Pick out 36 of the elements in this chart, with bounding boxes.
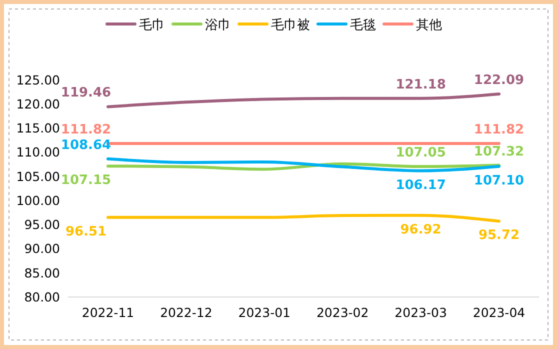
data-label: 107.15 — [60, 173, 112, 188]
y-tick-label: 125.00 — [16, 72, 60, 88]
legend-label: 浴巾 — [205, 18, 231, 33]
y-tick-label: 105.00 — [16, 168, 60, 184]
data-label: 107.10 — [474, 173, 524, 188]
y-tick-label: 80.00 — [24, 289, 60, 304]
data-label: 119.46 — [60, 86, 112, 101]
data-label: 107.05 — [396, 146, 446, 161]
data-label: 106.17 — [396, 178, 446, 193]
y-tick-label: 85.00 — [24, 265, 60, 280]
y-tick-label: 120.00 — [16, 96, 60, 112]
data-label: 96.92 — [400, 222, 442, 238]
y-tick-label: 90.00 — [24, 241, 60, 256]
x-tick-label: 2023-04 — [472, 305, 526, 320]
data-label: 111.82 — [474, 122, 524, 138]
y-tick-label: 115.00 — [16, 120, 60, 136]
x-tick-label: 2023-03 — [394, 305, 447, 320]
x-tick-label: 2022-12 — [160, 305, 212, 320]
data-label: 122.09 — [474, 73, 524, 88]
legend-label: 毛巾 — [139, 18, 165, 33]
x-tick-label: 2023-01 — [238, 305, 291, 320]
legend-label: 毛毯 — [350, 18, 376, 33]
data-label: 108.64 — [60, 138, 112, 153]
x-tick-label: 2023-02 — [316, 305, 369, 320]
x-tick-label: 2022-11 — [82, 305, 134, 320]
data-label: 96.51 — [65, 224, 107, 240]
y-tick-label: 100.00 — [16, 192, 60, 208]
legend-label: 毛巾被 — [271, 18, 310, 33]
data-label: 95.72 — [478, 228, 520, 244]
data-label: 111.82 — [60, 122, 112, 138]
y-tick-label: 95.00 — [24, 217, 60, 232]
data-label: 121.18 — [396, 77, 446, 92]
line-series — [106, 157, 500, 172]
data-label: 107.32 — [474, 144, 524, 160]
y-tick-label: 110.00 — [16, 144, 60, 160]
legend-label: 其他 — [416, 18, 442, 33]
